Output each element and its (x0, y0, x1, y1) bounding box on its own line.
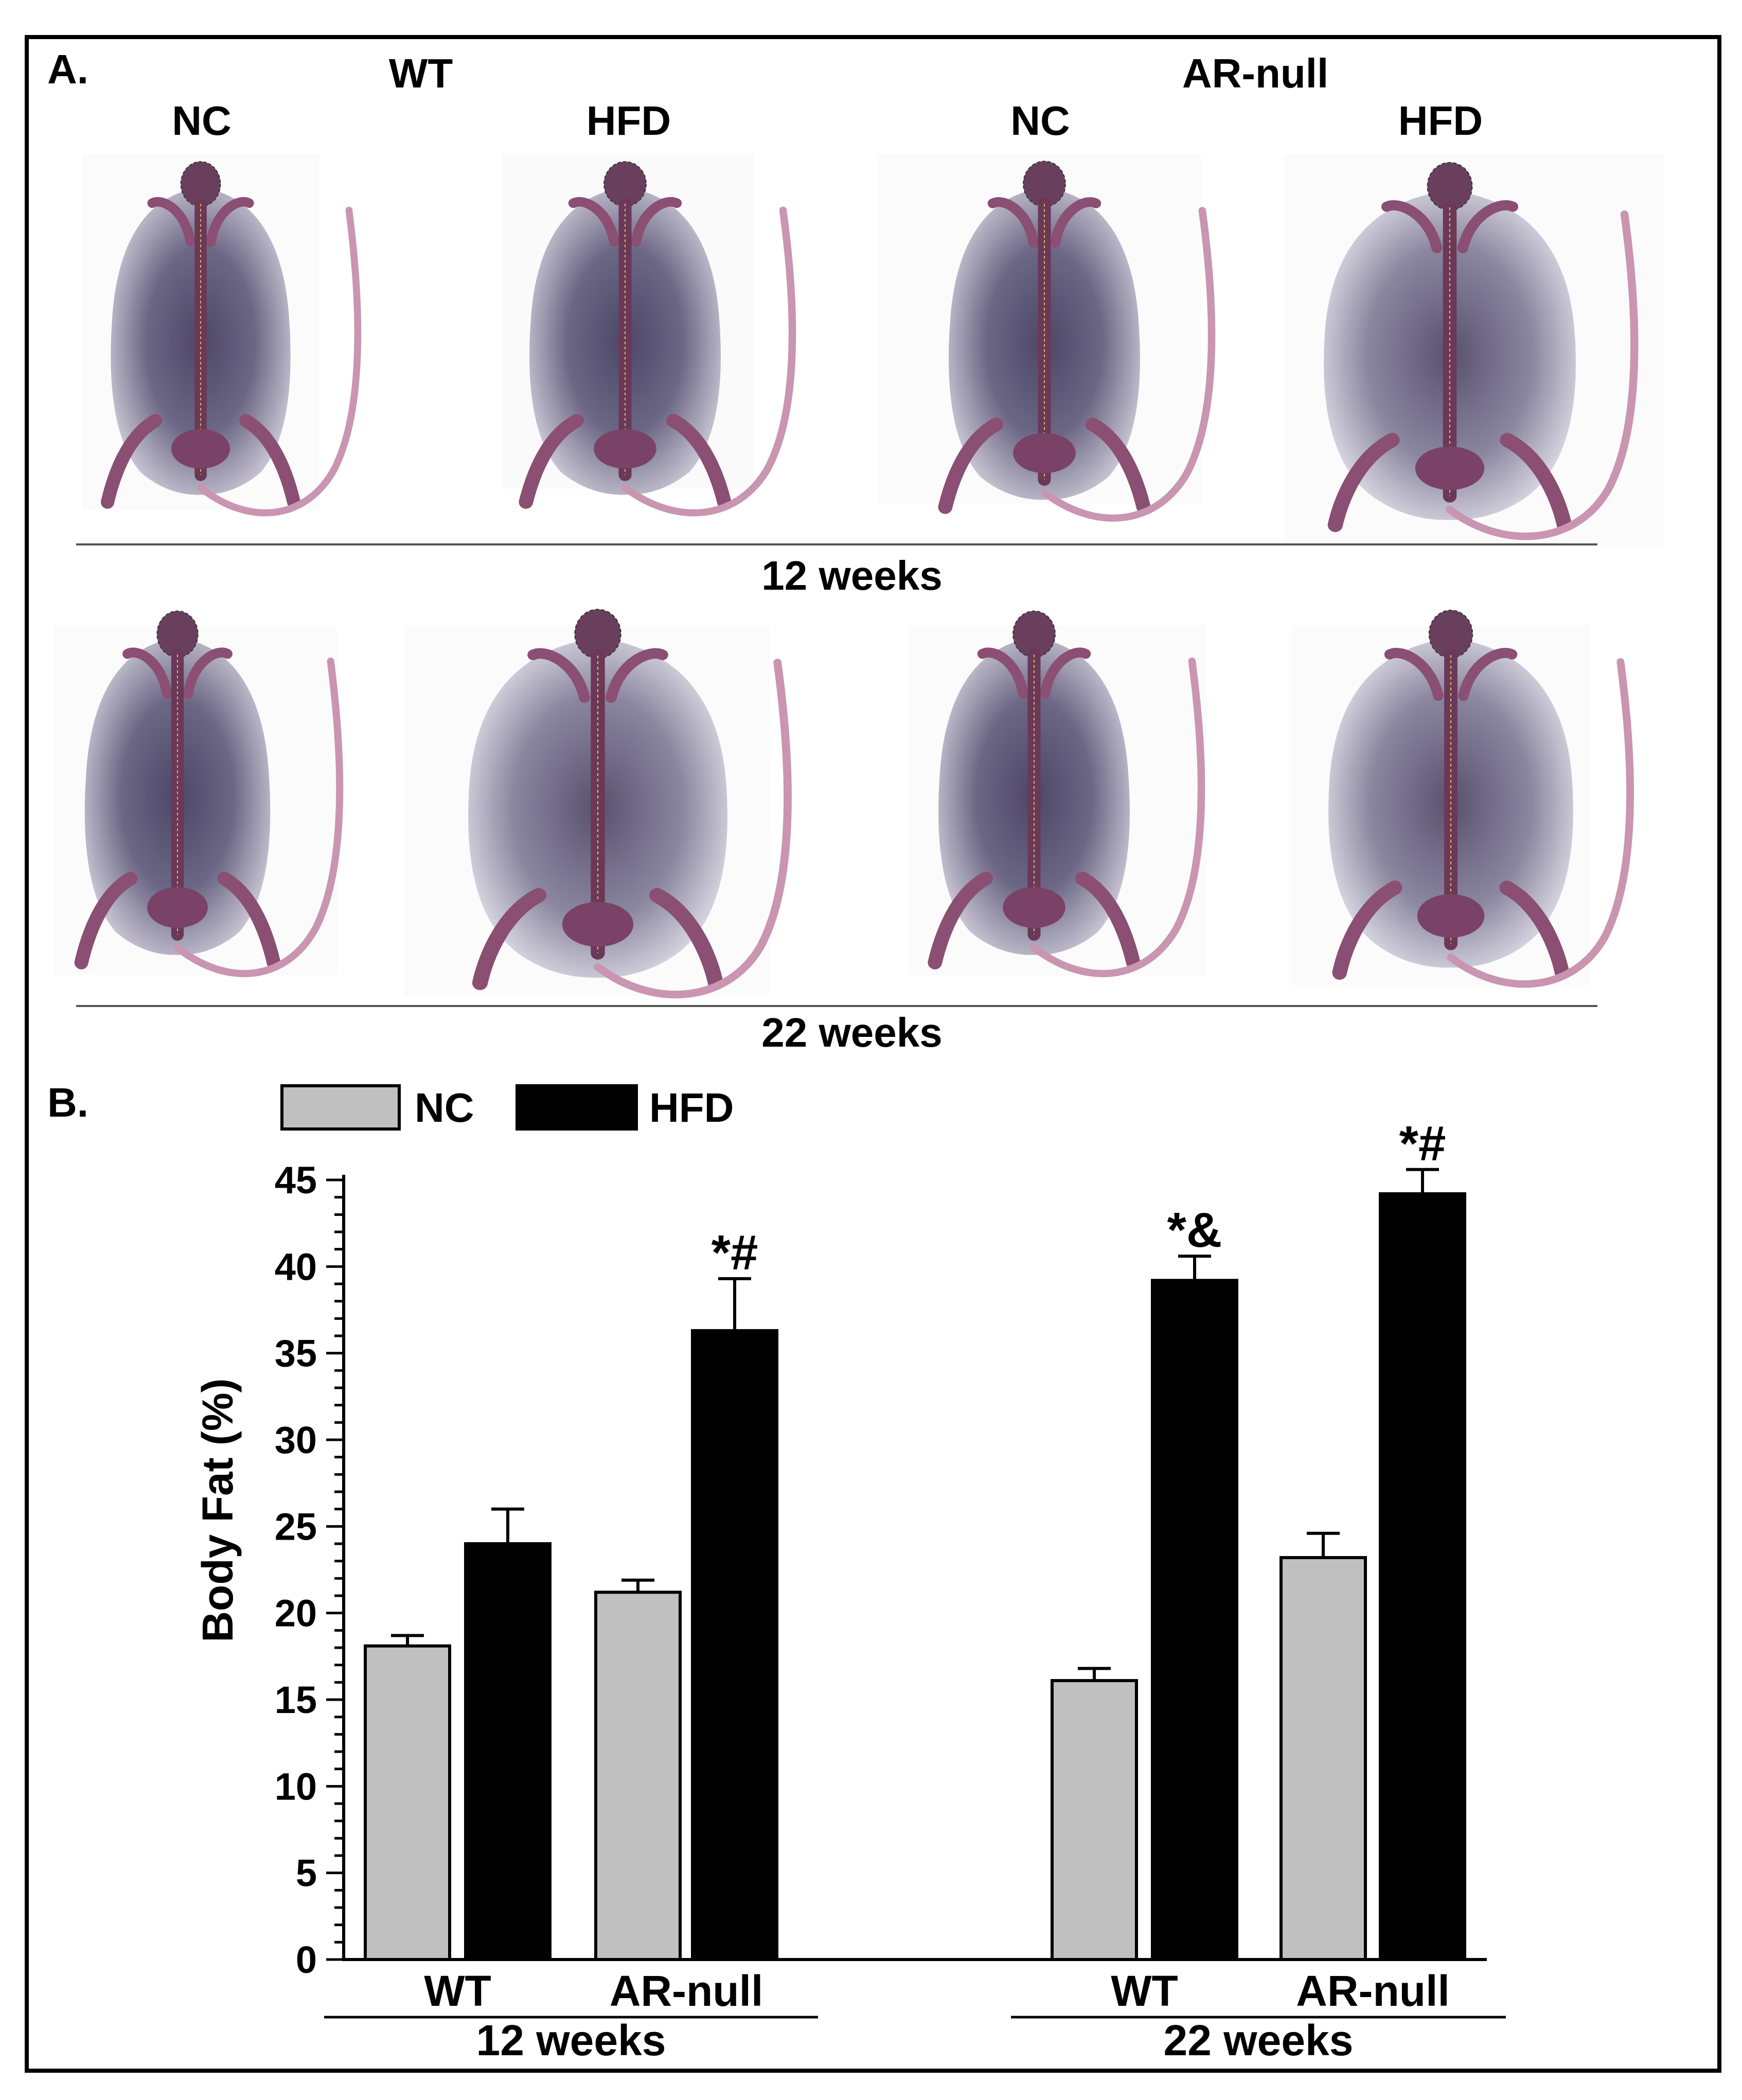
significance-label-12-weeks-ar-null-hfd: *# (712, 1225, 758, 1280)
y-tick-label: 0 (296, 1938, 317, 1981)
y-tick-label: 15 (275, 1679, 317, 1721)
legend-swatch-hfd (516, 1084, 638, 1131)
row-label-12-weeks: 12 weeks (761, 553, 942, 598)
x-tick-label: AR-null (1296, 1967, 1450, 2015)
significance-label-22-weeks-wt-hfd: *& (1167, 1203, 1222, 1258)
x-tick-label: AR-null (610, 1967, 763, 2015)
legend: NC HFD (280, 1084, 734, 1131)
panel-b-label: B. (47, 1080, 88, 1125)
x-tick-label: WT (1111, 1967, 1178, 2015)
bar-22-weeks-wt-hfd (1151, 1279, 1238, 1961)
significance-label-22-weeks-ar-null-hfd: *# (1399, 1116, 1446, 1171)
bar-22-weeks-ar-null-nc (1279, 1556, 1367, 1961)
y-tick-label: 35 (275, 1332, 317, 1375)
bar-12-weeks-ar-null-nc (594, 1591, 682, 1961)
y-tick-label: 45 (275, 1159, 317, 1202)
y-tick-label: 5 (296, 1852, 317, 1895)
y-axis-title: Body Fat (%) (193, 1378, 242, 1642)
y-tick-label: 30 (275, 1419, 317, 1461)
x-group-label: 12 weeks (476, 2016, 666, 2064)
figure-border (25, 35, 1721, 2073)
bar-12-weeks-ar-null-hfd (691, 1329, 778, 1961)
legend-label-nc: NC (415, 1085, 474, 1131)
legend-label-hfd: HFD (649, 1085, 734, 1131)
bar-12-weeks-wt-nc (364, 1644, 451, 1961)
legend-swatch-nc (280, 1084, 401, 1131)
y-tick-label: 20 (275, 1592, 317, 1635)
y-tick-label: 40 (275, 1245, 317, 1288)
bar-12-weeks-wt-hfd (464, 1542, 552, 1961)
bar-22-weeks-wt-nc (1051, 1679, 1138, 1961)
genotype-label-wt: WT (389, 50, 453, 96)
diet-label-ar-null-hfd: HFD (1398, 98, 1483, 144)
panel-a-label: A. (47, 46, 88, 92)
genotype-label-ar-null: AR-null (1182, 50, 1328, 96)
x-group-label: 22 weeks (1164, 2016, 1354, 2064)
y-tick-label: 10 (275, 1765, 317, 1808)
diet-label-ar-null-nc: NC (1010, 98, 1070, 144)
diet-label-wt-hfd: HFD (586, 98, 671, 144)
bar-22-weeks-ar-null-hfd (1379, 1192, 1466, 1961)
diet-label-wt-nc: NC (172, 98, 232, 144)
x-tick-label: WT (424, 1967, 491, 2015)
row-label-22-weeks: 22 weeks (761, 1010, 942, 1055)
y-tick-label: 25 (275, 1505, 317, 1548)
